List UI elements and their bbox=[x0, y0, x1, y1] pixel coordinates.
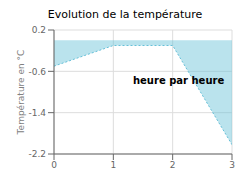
html-text:Evolution de la température: Evolution de la température bbox=[47, 8, 203, 21]
svg-text:0: 0 bbox=[51, 160, 57, 170]
svg-text:2: 2 bbox=[170, 160, 176, 170]
svg-text:-1.4: -1.4 bbox=[28, 108, 46, 118]
svg-text:3: 3 bbox=[229, 160, 235, 170]
svg-text:Température en °C: Température en °C bbox=[16, 50, 26, 136]
svg-text:-2.2: -2.2 bbox=[28, 149, 46, 159]
html-text:heure par heure: heure par heure bbox=[133, 74, 225, 86]
svg-text:0.2: 0.2 bbox=[32, 25, 46, 35]
svg-text:-0.6: -0.6 bbox=[28, 67, 46, 77]
svg-text:1: 1 bbox=[110, 160, 116, 170]
